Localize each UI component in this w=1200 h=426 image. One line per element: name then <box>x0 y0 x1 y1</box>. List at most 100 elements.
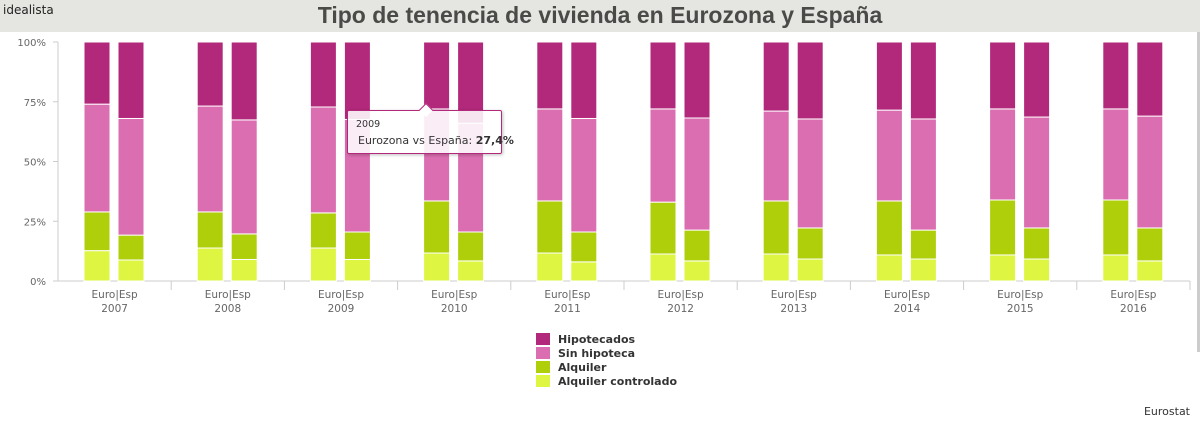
bar-esp-sin-hipoteca <box>1023 116 1051 229</box>
bar-euro-sin-hipoteca <box>875 109 903 202</box>
bar-euro-sin-hipoteca <box>1102 108 1130 201</box>
legend-item[interactable]: Alquiler controlado <box>536 374 677 388</box>
bar-esp-alquiler-controlado <box>117 259 145 282</box>
bar-esp-hipotecados <box>1136 41 1164 117</box>
stacked-bar-chart: 0% 25% 50% 75% 100% Euro|Esp 2007 Euro|Esp 2008 E… <box>17 38 1191 315</box>
bar-esp-alquiler <box>683 229 711 262</box>
legend-swatch <box>536 375 550 387</box>
x-category-label: 2011 <box>554 303 581 315</box>
bar-esp-alquiler-controlado <box>570 261 598 282</box>
bar-euro-sin-hipoteca <box>536 108 564 202</box>
bar-euro-sin-hipoteca <box>196 105 224 213</box>
x-category-label: 2010 <box>441 303 468 315</box>
x-category-label: 2015 <box>1007 303 1034 315</box>
bar-euro-alquiler <box>989 199 1017 256</box>
bar-esp-alquiler <box>1023 227 1051 260</box>
bar-esp-alquiler <box>230 233 258 260</box>
legend-label: Hipotecados <box>558 332 636 346</box>
x-bar-label: Euro|Esp <box>205 289 251 301</box>
bar-esp-sin-hipoteca <box>796 118 824 229</box>
bar-euro-sin-hipoteca <box>309 106 337 214</box>
tooltip-text: Eurozona vs España: 27,4% <box>358 134 514 147</box>
tooltip-value: 27,4% <box>475 134 514 147</box>
bar-esp-hipotecados <box>1023 41 1051 118</box>
bar-euro-alquiler <box>536 200 564 254</box>
bar-esp-hipotecados <box>909 41 937 120</box>
bar-euro-alquiler <box>762 200 790 255</box>
bar-euro-alquiler <box>423 200 451 254</box>
scrollbar[interactable] <box>1197 32 1200 352</box>
x-bar-label: Euro|Esp <box>997 289 1043 301</box>
bar-esp-sin-hipoteca <box>909 118 937 231</box>
y-tick-label: 100% <box>17 38 46 49</box>
bar-esp-alquiler-controlado <box>343 258 371 282</box>
legend-swatch <box>536 347 550 359</box>
x-bar-label: Euro|Esp <box>658 289 704 301</box>
legend-item[interactable]: Alquiler <box>536 360 677 374</box>
bar-euro-alquiler-controlado <box>762 253 790 282</box>
bar-esp-alquiler-controlado <box>683 260 711 282</box>
x-category-label: 2007 <box>101 303 128 315</box>
x-bar-label: Euro|Esp <box>771 289 817 301</box>
legend-label: Alquiler <box>558 360 607 374</box>
x-bar-label: Euro|Esp <box>884 289 930 301</box>
bar-esp-alquiler <box>343 231 371 260</box>
bar-esp-hipotecados <box>117 41 145 119</box>
brand-logo: idealista <box>3 3 54 17</box>
tooltip-year: 2009 <box>356 119 381 130</box>
bar-euro-sin-hipoteca <box>83 103 111 213</box>
bar-esp-alquiler <box>909 229 937 260</box>
header-bar: idealista Tipo de tenencia de vivienda e… <box>0 0 1200 32</box>
bar-euro-alquiler-controlado <box>536 252 564 282</box>
x-category-label: 2008 <box>214 303 241 315</box>
bar-euro-hipotecados <box>649 41 677 110</box>
legend-label: Alquiler controlado <box>558 374 678 388</box>
bar-euro-alquiler-controlado <box>309 247 337 282</box>
bar-euro-alquiler <box>196 211 224 249</box>
bar-esp-sin-hipoteca <box>683 117 711 231</box>
bar-esp-alquiler <box>1136 227 1164 262</box>
bar-esp-alquiler-controlado <box>909 258 937 282</box>
bar-esp-alquiler <box>117 234 145 261</box>
x-bar-label: Euro|Esp <box>318 289 364 301</box>
bar-esp-hipotecados <box>796 41 824 120</box>
bar-euro-sin-hipoteca <box>762 110 790 202</box>
y-tick-label: 25% <box>24 217 46 228</box>
bar-euro-hipotecados <box>989 41 1017 110</box>
y-tick-label: 50% <box>24 158 46 169</box>
bar-euro-hipotecados <box>762 41 790 112</box>
x-category-label: 2013 <box>780 303 807 315</box>
bar-esp-hipotecados <box>343 41 371 120</box>
bar-esp-alquiler-controlado <box>457 260 485 282</box>
x-bar-label: Euro|Esp <box>1110 289 1156 301</box>
bar-euro-hipotecados <box>309 41 337 108</box>
bar-euro-sin-hipoteca <box>989 108 1017 201</box>
bar-euro-hipotecados <box>423 41 451 110</box>
bar-euro-hipotecados <box>1102 41 1130 110</box>
source-label: Eurostat <box>1143 405 1190 418</box>
bar-esp-sin-hipoteca <box>1136 115 1164 229</box>
bar-euro-alquiler-controlado <box>989 254 1017 282</box>
bar-esp-alquiler-controlado <box>230 258 258 282</box>
y-tick-label: 0% <box>30 277 46 288</box>
y-tick-label: 75% <box>24 98 46 109</box>
bar-esp-hipotecados <box>230 41 258 121</box>
bar-euro-alquiler-controlado <box>196 247 224 282</box>
x-category-label: 2012 <box>667 303 694 315</box>
bar-euro-sin-hipoteca <box>649 108 677 203</box>
bar-esp-hipotecados <box>457 41 485 124</box>
tooltip-label: Eurozona vs España: <box>358 134 476 147</box>
bar-esp-hipotecados <box>570 41 598 119</box>
x-bar-label: Euro|Esp <box>544 289 590 301</box>
bar-euro-alquiler <box>1102 199 1130 256</box>
bar-euro-alquiler <box>309 212 337 249</box>
legend-item[interactable]: Hipotecados <box>536 332 677 346</box>
legend-item[interactable]: Sin hipoteca <box>536 346 677 360</box>
bar-esp-sin-hipoteca <box>230 119 258 235</box>
x-category-label: 2016 <box>1120 303 1147 315</box>
bar-euro-alquiler <box>83 211 111 252</box>
bar-euro-hipotecados <box>536 41 564 110</box>
chart-title: Tipo de tenencia de vivienda en Eurozona… <box>317 2 883 28</box>
x-bar-label: Euro|Esp <box>92 289 138 301</box>
bar-esp-alquiler <box>570 231 598 263</box>
